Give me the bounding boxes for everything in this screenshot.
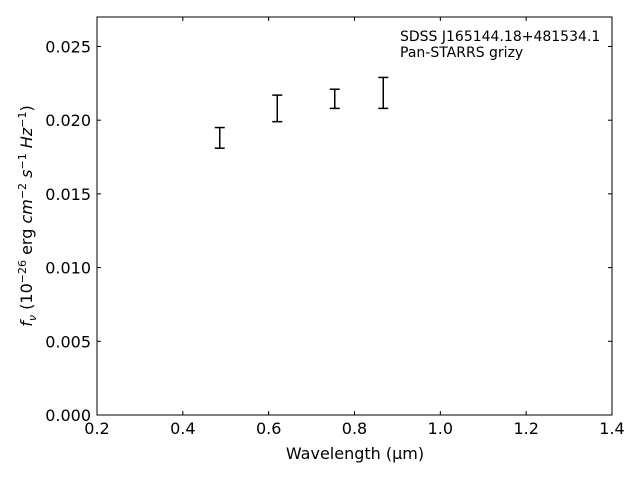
x-ticks: 0.2 0.4 0.6 0.8 1.0 1.2 1.4 xyxy=(84,17,625,438)
y-tick-label: 0.015 xyxy=(45,185,91,204)
y-tick-label: 0.000 xyxy=(45,406,91,425)
errorbar xyxy=(378,76,389,110)
annotation-survey: Pan-STARRS grizy xyxy=(400,45,523,61)
errorbars xyxy=(214,76,389,149)
errorbar xyxy=(272,94,283,123)
plot-frame xyxy=(96,16,613,416)
y-ticks: 0.000 0.005 0.010 0.015 0.020 0.025 xyxy=(45,37,612,425)
x-tick-label: 1.4 xyxy=(599,419,624,438)
y-tick-label: 0.020 xyxy=(45,111,91,130)
y-axis-label: fν (10−26 erg cm−2 s−1 Hz−1) xyxy=(16,105,39,326)
errorbar xyxy=(329,88,340,110)
x-tick-label: 1.2 xyxy=(513,419,538,438)
x-tick-label: 0.4 xyxy=(170,419,195,438)
x-tick-label: 0.8 xyxy=(342,419,367,438)
x-tick-label: 1.0 xyxy=(428,419,453,438)
x-tick-label: 0.2 xyxy=(84,419,109,438)
x-axis-label: Wavelength (μm) xyxy=(286,444,424,463)
x-tick-label: 0.6 xyxy=(256,419,281,438)
y-tick-label: 0.005 xyxy=(45,332,91,351)
annotation-object: SDSS J165144.18+481534.1 xyxy=(400,29,600,45)
errorbar xyxy=(214,126,225,149)
y-tick-label: 0.025 xyxy=(45,37,91,56)
y-tick-label: 0.010 xyxy=(45,259,91,278)
